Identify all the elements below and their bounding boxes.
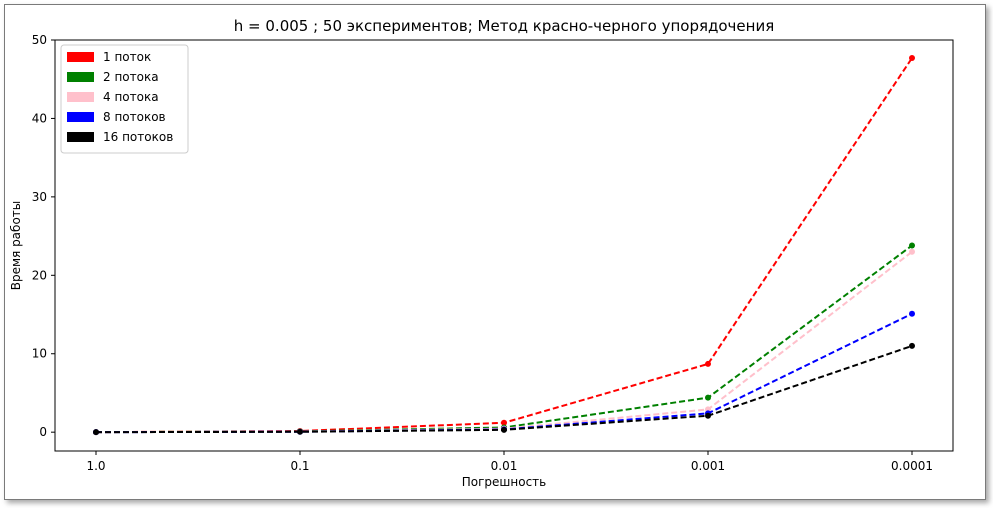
- series-group: [93, 55, 915, 436]
- x-tick-label: 0.01: [491, 459, 518, 473]
- data-point: [909, 248, 915, 255]
- data-point: [93, 429, 99, 436]
- data-point: [705, 412, 711, 419]
- series-line: [95, 312, 913, 434]
- series-line: [95, 344, 913, 434]
- series: [93, 310, 915, 436]
- y-tick-label: 30: [32, 190, 47, 204]
- legend-item: 8 потоков: [67, 110, 166, 124]
- legend: 1 поток 2 потока 4 потока 8 потоков 16 поток…: [60, 44, 189, 154]
- x-axis-label: Погрешность: [462, 475, 547, 489]
- data-point: [705, 394, 711, 401]
- data-point: [501, 426, 507, 433]
- x-tick-label: 1.0: [86, 459, 105, 473]
- y-tick-label: 40: [32, 111, 47, 125]
- data-point: [297, 428, 303, 435]
- data-point: [909, 310, 915, 317]
- legend-item: 2 потока: [67, 70, 159, 84]
- legend-label: 4 потока: [103, 90, 159, 104]
- plot-area: [54, 39, 954, 452]
- legend-label: 1 поток: [103, 50, 151, 64]
- y-axis-label: Время работы: [9, 201, 23, 291]
- series-line: [95, 57, 913, 434]
- legend-swatch: [67, 112, 94, 122]
- y-tick-label: 20: [32, 268, 47, 282]
- data-point: [909, 342, 915, 349]
- series: [93, 242, 915, 436]
- chart-title: h = 0.005 ; 50 экспериментов; Метод крас…: [234, 17, 774, 35]
- legend-label: 16 потоков: [103, 130, 173, 144]
- legend-item: 1 поток: [67, 50, 151, 64]
- legend-swatch: [67, 92, 94, 102]
- x-tick-label: 0.1: [290, 459, 309, 473]
- legend-label: 2 потока: [103, 70, 159, 84]
- legend-swatch: [67, 132, 94, 142]
- x-axis: 1.0 0.1 0.01 0.001 0.0001: [86, 451, 933, 473]
- series: [93, 248, 915, 436]
- series-line: [95, 250, 913, 434]
- legend-swatch: [67, 52, 94, 62]
- data-point: [501, 419, 507, 426]
- data-point: [705, 360, 711, 367]
- y-tick-label: 0: [39, 425, 47, 439]
- y-tick-label: 10: [32, 347, 47, 361]
- y-axis: 0 10 20 30 40 50: [32, 33, 55, 439]
- x-tick-label: 0.001: [691, 459, 725, 473]
- data-point: [909, 242, 915, 249]
- x-tick-label: 0.0001: [891, 459, 933, 473]
- legend-swatch: [67, 72, 94, 82]
- legend-label: 8 потоков: [103, 110, 166, 124]
- legend-item: 16 потоков: [67, 130, 173, 144]
- data-point: [909, 55, 915, 62]
- y-tick-label: 50: [32, 33, 47, 47]
- series: [93, 342, 915, 436]
- series: [93, 55, 915, 436]
- series-line: [95, 244, 913, 434]
- legend-item: 4 потока: [67, 90, 159, 104]
